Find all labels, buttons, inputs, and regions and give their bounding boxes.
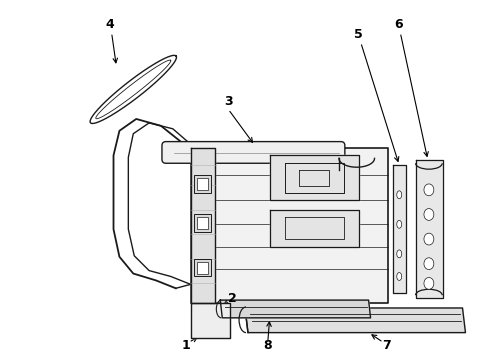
- Bar: [194, 175, 211, 193]
- Text: 7: 7: [382, 339, 391, 352]
- Polygon shape: [191, 148, 215, 303]
- Bar: [196, 262, 208, 274]
- Ellipse shape: [397, 250, 402, 258]
- Ellipse shape: [424, 184, 434, 196]
- Polygon shape: [191, 148, 389, 303]
- Polygon shape: [393, 165, 406, 293]
- Polygon shape: [220, 300, 370, 318]
- Text: 6: 6: [394, 18, 403, 31]
- Polygon shape: [416, 160, 443, 298]
- Ellipse shape: [397, 220, 402, 228]
- Ellipse shape: [424, 208, 434, 220]
- Polygon shape: [270, 210, 359, 247]
- Text: 2: 2: [228, 292, 237, 305]
- Text: 8: 8: [264, 339, 272, 352]
- Ellipse shape: [424, 233, 434, 245]
- Text: 1: 1: [181, 339, 190, 352]
- Polygon shape: [270, 156, 359, 200]
- Ellipse shape: [424, 258, 434, 270]
- Polygon shape: [245, 308, 466, 333]
- Ellipse shape: [424, 278, 434, 289]
- Bar: [194, 259, 211, 276]
- FancyBboxPatch shape: [162, 141, 345, 163]
- Ellipse shape: [397, 191, 402, 199]
- Text: 3: 3: [224, 95, 233, 108]
- Bar: [194, 215, 211, 232]
- Ellipse shape: [397, 273, 402, 280]
- Text: 4: 4: [105, 18, 114, 31]
- Bar: [196, 178, 208, 190]
- Bar: [196, 217, 208, 229]
- Polygon shape: [191, 303, 230, 338]
- Text: 5: 5: [354, 28, 363, 41]
